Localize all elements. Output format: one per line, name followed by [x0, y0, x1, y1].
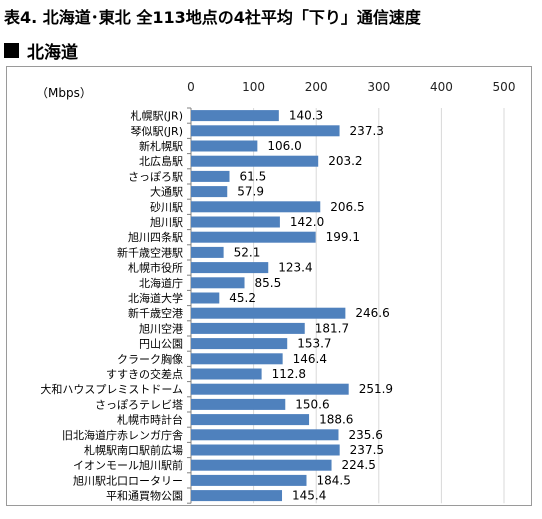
category-label: 新千歳空港 [128, 306, 183, 320]
bar [191, 155, 319, 167]
page-title: 表4. 北海道･東北 全113地点の4社平均「下り」通信速度 [4, 8, 421, 27]
value-label: 251.9 [359, 382, 393, 396]
category-label: 北広島駅 [139, 154, 183, 168]
bar [191, 140, 258, 152]
bar [191, 368, 262, 380]
category-label: 円山公園 [139, 338, 183, 351]
category-label: 旭川駅 [150, 215, 183, 229]
value-label: 145.4 [292, 489, 326, 503]
category-label: 琴似駅(JR) [131, 125, 183, 138]
bar [191, 216, 280, 228]
value-label: 57.9 [237, 185, 264, 199]
value-label: 112.8 [272, 367, 306, 381]
bar [191, 398, 286, 410]
value-label: 188.6 [319, 413, 353, 427]
category-label: イオンモール旭川駅前 [73, 458, 183, 472]
category-label: 北海道大学 [128, 291, 183, 305]
tick-label: 300 [367, 80, 390, 94]
category-label: さっぽろ駅 [128, 170, 183, 183]
category-label: 砂川駅 [150, 201, 183, 214]
bar [191, 414, 310, 426]
bar [191, 459, 332, 471]
tick-label: 0 [187, 80, 195, 94]
value-label: 181.7 [315, 321, 349, 335]
category-label: すすきの交差点 [106, 367, 183, 381]
category-label: 旭川四条駅 [128, 230, 183, 244]
value-label: 237.3 [350, 124, 384, 138]
value-label: 246.6 [355, 306, 389, 320]
value-label: 184.5 [316, 473, 350, 487]
category-label: さっぽろテレビ塔 [95, 398, 183, 411]
value-label: 61.5 [239, 169, 266, 183]
category-label: 北海道庁 [139, 276, 183, 290]
value-label: 235.6 [348, 428, 382, 442]
category-label: 札幌市時計台 [117, 413, 183, 427]
bar [191, 201, 321, 213]
bar [191, 322, 305, 334]
section-square-icon [4, 43, 19, 58]
value-label: 45.2 [229, 291, 256, 305]
category-label: 札幌駅南口駅前広場 [84, 443, 183, 457]
bar [191, 474, 307, 486]
value-label: 123.4 [278, 261, 312, 275]
category-label: クラーク胸像 [117, 352, 183, 366]
value-label: 52.1 [234, 245, 261, 259]
bar [191, 110, 279, 122]
bar [191, 338, 288, 350]
section-title-text: 北海道 [27, 43, 78, 63]
value-label: 203.2 [328, 154, 362, 168]
value-label: 85.5 [255, 276, 282, 290]
chart-frame [6, 66, 532, 506]
bar [191, 246, 224, 258]
bar [191, 307, 346, 319]
section-title: 北海道 [4, 38, 78, 63]
tick-label: 400 [430, 80, 453, 94]
category-label: 新札幌駅 [139, 139, 183, 153]
category-label: 札幌駅(JR) [131, 109, 183, 123]
bar [191, 262, 269, 274]
unit-label: （Mbps） [36, 86, 92, 100]
bar [191, 490, 283, 502]
value-label: 206.5 [330, 200, 364, 214]
tick-label: 100 [242, 80, 265, 94]
bar [191, 125, 340, 137]
bar [191, 383, 349, 395]
value-label: 142.0 [290, 215, 324, 229]
value-label: 237.5 [350, 443, 384, 457]
value-label: 106.0 [267, 139, 301, 153]
category-label: 旧北海道庁赤レンガ庁舎 [62, 428, 183, 442]
value-label: 150.6 [295, 397, 329, 411]
bar [191, 170, 230, 182]
tick-label: 500 [493, 80, 516, 94]
value-label: 153.7 [297, 337, 331, 351]
category-label: 旭川空港 [139, 321, 183, 335]
tick-label: 200 [305, 80, 328, 94]
bar [191, 186, 228, 198]
value-label: 140.3 [289, 109, 323, 123]
category-label: 大通駅 [150, 185, 183, 199]
category-label: 旭川駅北口ロータリー [73, 473, 183, 487]
category-label: 平和通買物公園 [106, 489, 183, 503]
bar [191, 231, 316, 243]
value-label: 199.1 [326, 230, 360, 244]
category-label: 新千歳空港駅 [117, 245, 183, 259]
bar [191, 292, 220, 304]
bar [191, 444, 340, 456]
bar [191, 277, 245, 289]
bar [191, 353, 283, 365]
category-label: 大和ハウスプレミストドーム [40, 382, 183, 396]
category-label: 札幌市役所 [128, 261, 183, 275]
value-label: 146.4 [293, 352, 327, 366]
value-label: 224.5 [342, 458, 376, 472]
bar [191, 429, 339, 441]
